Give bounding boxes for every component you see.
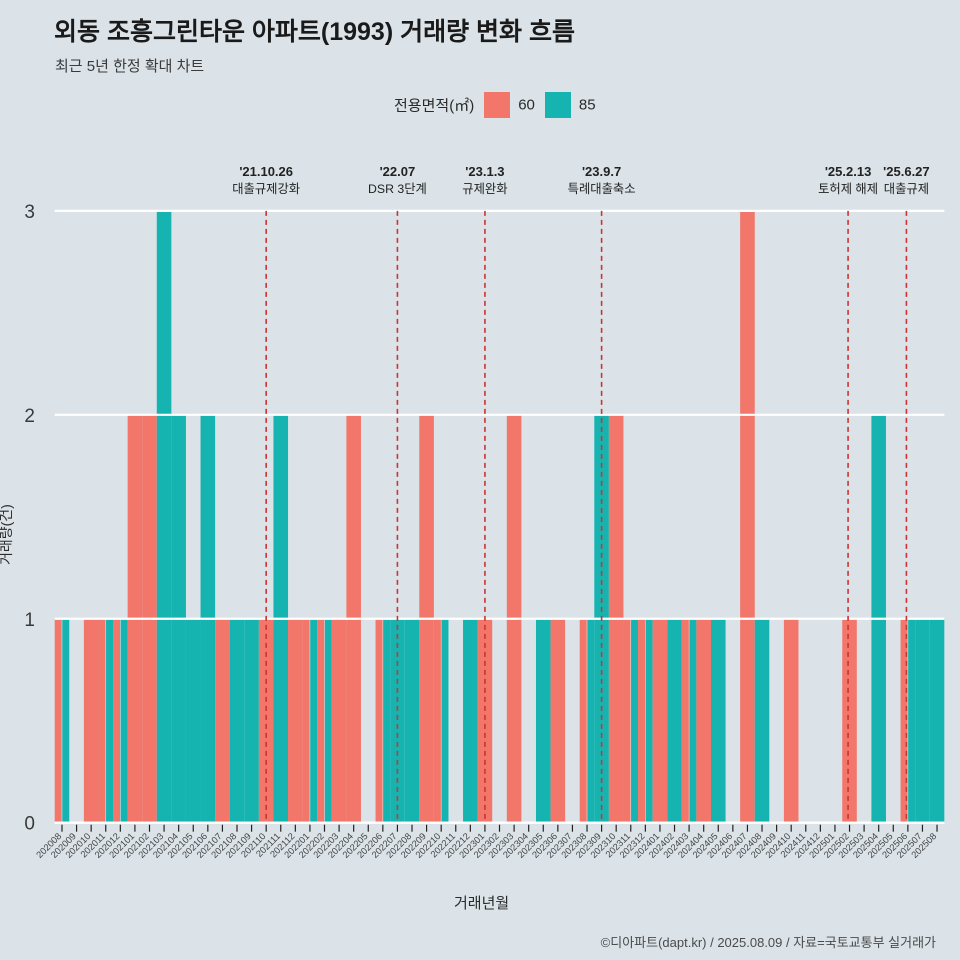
svg-text:1: 1 bbox=[24, 610, 35, 631]
svg-text:특례대출축소: 특례대출축소 bbox=[568, 182, 636, 196]
svg-text:'21.10.26: '21.10.26 bbox=[239, 164, 293, 179]
svg-text:'25.6.27: '25.6.27 bbox=[883, 164, 929, 179]
svg-text:'22.07: '22.07 bbox=[380, 164, 416, 179]
svg-text:대출규제: 대출규제 bbox=[884, 182, 929, 196]
svg-text:'23.9.7: '23.9.7 bbox=[582, 164, 621, 179]
svg-text:'23.1.3: '23.1.3 bbox=[465, 164, 504, 179]
svg-text:3: 3 bbox=[24, 202, 35, 223]
svg-text:토허제 해제: 토허제 해제 bbox=[818, 182, 878, 196]
svg-text:'25.2.13: '25.2.13 bbox=[825, 164, 871, 179]
svg-text:DSR 3단계: DSR 3단계 bbox=[368, 182, 427, 196]
svg-text:0: 0 bbox=[24, 814, 35, 835]
svg-text:대출규제강화: 대출규제강화 bbox=[232, 182, 300, 196]
svg-text:규제완화: 규제완화 bbox=[462, 182, 507, 196]
svg-text:2: 2 bbox=[24, 406, 35, 427]
